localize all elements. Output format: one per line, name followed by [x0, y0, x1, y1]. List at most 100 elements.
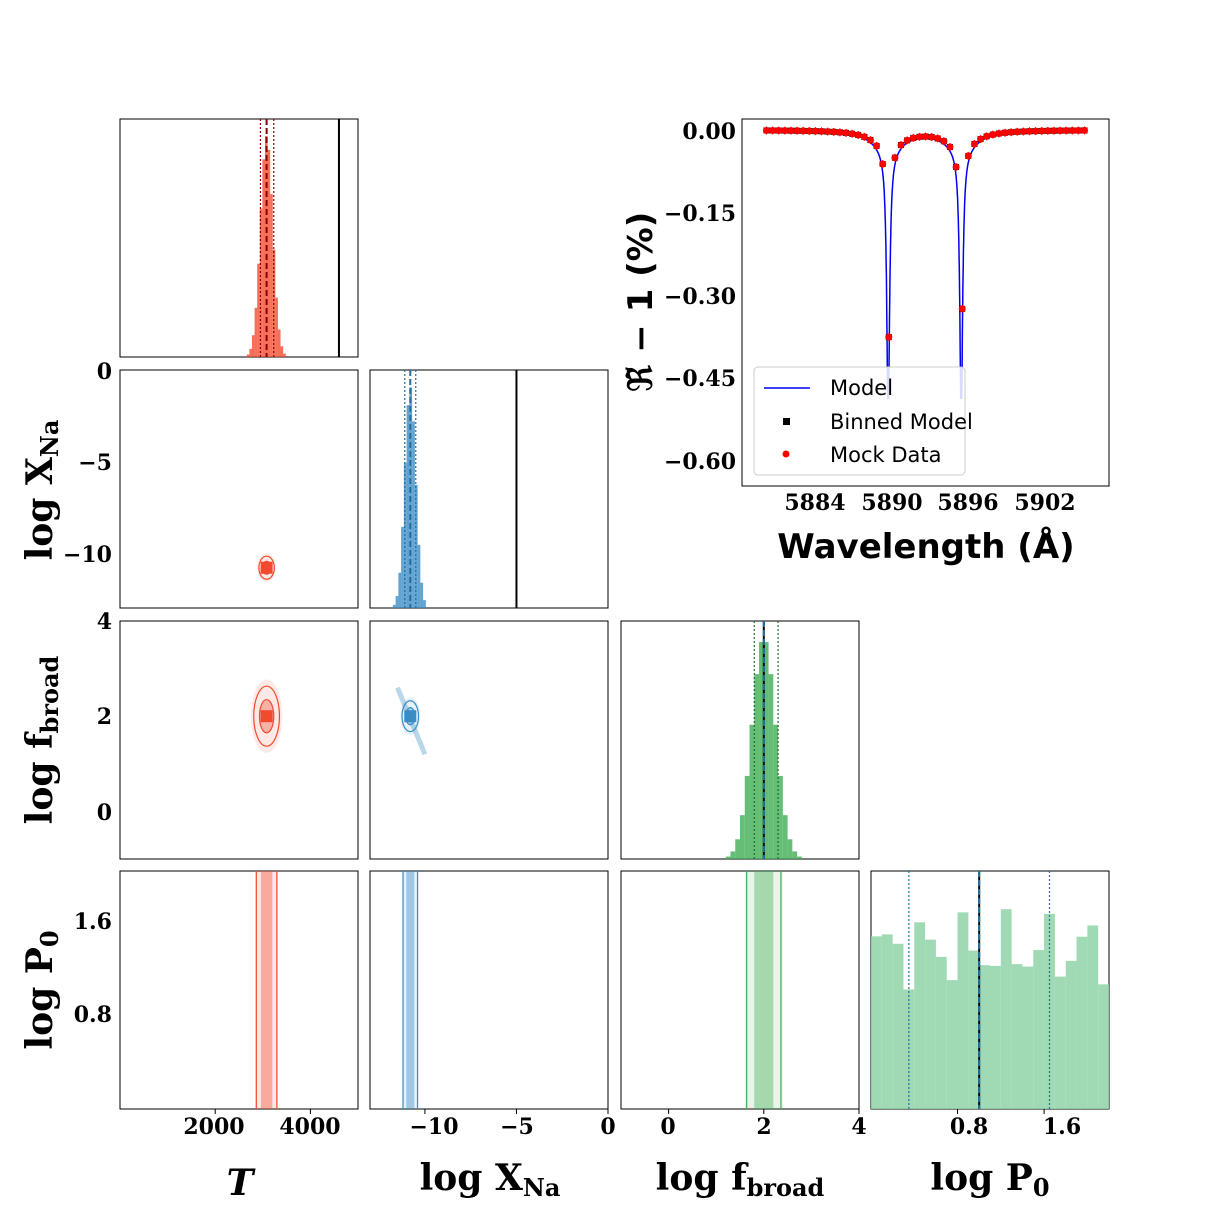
spec-xtick-5890: 5890 [861, 490, 922, 516]
spec-mock-point-30 [946, 143, 954, 151]
spec-mock-point-28 [934, 134, 942, 142]
panel-spectrum [741, 118, 1110, 487]
hist-bar-T [262, 159, 265, 357]
hist-bar-logP0 [1065, 960, 1077, 1109]
spec-mock-point-1 [769, 126, 777, 134]
spec-model-line [766, 129, 1085, 400]
hist-bar-logP0 [957, 912, 969, 1109]
spec-mock-point-10 [824, 128, 832, 136]
spec-mock-point-39 [1001, 129, 1009, 137]
spec-mock-point-51 [1074, 126, 1082, 134]
hist-bar-logfbroad [763, 642, 769, 859]
ytick-logfbroad-0: 0 [97, 800, 112, 826]
hist-bar-T [277, 329, 281, 357]
hist-bar-logP0 [1054, 976, 1066, 1109]
hist-bar-logP0 [1087, 925, 1099, 1109]
hist-bar-T [275, 297, 278, 357]
spec-mock-point-12 [836, 128, 844, 136]
legend-binned-label: Binned Model [830, 410, 973, 434]
T-logXNa-contour-2 [258, 555, 275, 580]
spec-mock-point-44 [1032, 127, 1040, 135]
hist-bar-logP0 [881, 934, 893, 1109]
spec-mock-point-17 [866, 136, 874, 144]
hist-bar-logP0 [914, 922, 926, 1109]
spec-mock-point-13 [842, 129, 850, 137]
T-logP0-inner [260, 871, 273, 1109]
T-logXNa-peak [260, 561, 273, 574]
spec-mock-point-48 [1056, 127, 1064, 135]
logXNa-logfbroad-peak [404, 710, 417, 723]
ylabel-logP0: log P0 [19, 930, 64, 1049]
hist-bar-logfbroad [787, 839, 793, 859]
hist-bar-logP0 [946, 980, 958, 1109]
ytick-logP0-1.6: 1.6 [74, 909, 112, 935]
hist-bar-logP0 [892, 943, 904, 1109]
hist-bar-T [267, 149, 271, 357]
hist-bar-T [270, 194, 273, 357]
hist-bar-logP0 [1033, 950, 1045, 1109]
legend-mock-swatch [782, 450, 790, 458]
spec-mock-point-2 [775, 127, 783, 135]
spec-mock-point-49 [1062, 127, 1070, 135]
hist-bar-logXNa [406, 405, 410, 608]
logXNa-logP0-inner [406, 871, 415, 1109]
hist-bar-logfbroad [792, 851, 798, 859]
logXNa-logfbroad-contour-2 [401, 700, 420, 733]
hist-bar-logP0 [871, 936, 882, 1109]
chart-marks [214, 119, 1109, 1114]
spec-mock-point-34 [970, 140, 978, 148]
spec-mock-point-23 [903, 136, 911, 144]
hist-bar-logP0 [903, 989, 915, 1109]
hist-bar-T [257, 263, 260, 357]
xtick-logfbroad-0: 0 [660, 1114, 675, 1140]
spec-mock-point-52 [1081, 126, 1089, 134]
spec-mock-point-6 [799, 127, 807, 135]
xtick-logXNa-0: 0 [600, 1114, 615, 1140]
hist-bar-logfbroad [730, 851, 736, 859]
xlabel-logP0: log P0 [930, 1157, 1049, 1202]
spec-mock-point-0 [762, 126, 770, 134]
spec-mock-point-26 [922, 133, 929, 141]
spec-mock-point-29 [940, 137, 948, 145]
spec-mock-point-4 [787, 127, 795, 135]
spec-mock-point-35 [977, 135, 985, 143]
spec-legend: Model Binned Model Mock Data [753, 366, 973, 476]
spec-ytick-0.60: −0.60 [664, 449, 736, 475]
panel-T-logfbroad [119, 620, 359, 860]
hist-bar-logP0 [1098, 984, 1109, 1109]
ytick-logfbroad-2: 2 [97, 704, 112, 730]
spec-mock-point-9 [818, 127, 826, 135]
hist-bar-T [249, 348, 252, 357]
spec-ytick-0.00: 0.00 [682, 119, 736, 145]
panel-logfbroad-logP0 [620, 870, 860, 1110]
spec-xtick-5896: 5896 [937, 490, 998, 516]
legend-binned-swatch [783, 418, 790, 425]
xlabel-T: T [227, 1162, 256, 1204]
spec-mock-point-27 [928, 133, 936, 141]
hist-bar-logP0 [968, 950, 980, 1109]
hist-bar-logfbroad [759, 642, 764, 859]
xlabel-logfbroad: log fbroad [656, 1157, 825, 1202]
hist-bar-logXNa [420, 582, 424, 608]
spec-mock-point-33 [964, 152, 972, 160]
panel-T-hist [119, 118, 359, 358]
xtick-logXNa-m5: −5 [500, 1114, 534, 1140]
spec-mock-point-22 [897, 141, 905, 149]
hist-bar-logP0 [1000, 909, 1012, 1109]
hist-bar-logP0 [1011, 964, 1023, 1109]
spec-mock-point-50 [1068, 127, 1076, 135]
panel-T-logXNa [119, 369, 359, 609]
logfbroad-logP0-outer [744, 871, 783, 1109]
spec-ytick-0.45: −0.45 [664, 366, 736, 392]
xlabel-logXNa: log XNa [420, 1157, 561, 1202]
spec-mock-point-36 [983, 132, 991, 140]
hist-bar-logfbroad [725, 856, 731, 859]
logfbroad-logP0-inner [754, 871, 774, 1109]
xtick-logfbroad-2: 2 [756, 1114, 771, 1140]
spec-mock-point-3 [781, 127, 789, 135]
hist-bar-logXNa [398, 572, 402, 608]
hist-bar-logP0 [990, 965, 1001, 1109]
spec-mock-point-38 [995, 129, 1003, 137]
spec-mock-point-21 [891, 154, 899, 162]
